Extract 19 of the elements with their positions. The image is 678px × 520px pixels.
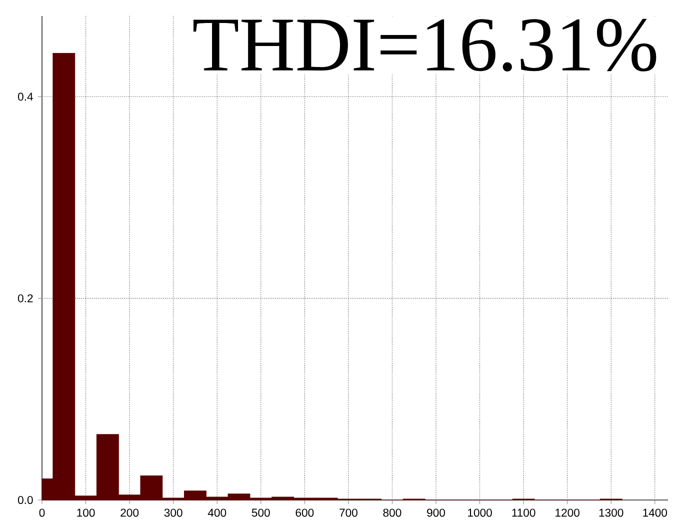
x-tick-label: 500 — [252, 508, 270, 517]
x-tick-label: 300 — [164, 508, 182, 517]
x-tick-label: 900 — [427, 508, 445, 517]
x-tick-label: 1400 — [643, 508, 668, 517]
x-tick-label: 200 — [120, 508, 139, 517]
x-tick-label: 1100 — [512, 508, 536, 517]
x-tick-label: 1000 — [468, 508, 492, 517]
x-tick-label: 800 — [383, 508, 402, 517]
y-tick-label: 0.2 — [18, 294, 33, 302]
annotation: THDI=16.31% — [193, 18, 656, 72]
x-tick-label: 600 — [296, 508, 314, 517]
y-tick-label: 0.0 — [18, 496, 33, 504]
y-tick-label: 0.4 — [18, 92, 33, 101]
x-tick-label: 400 — [208, 508, 226, 517]
x-tick-label: 1200 — [556, 508, 580, 517]
x-tick-label: 100 — [77, 508, 95, 517]
x-tick-label: 1300 — [599, 508, 624, 517]
x-tick-label: 700 — [340, 508, 358, 517]
x-tick-label: 0 — [39, 508, 45, 517]
